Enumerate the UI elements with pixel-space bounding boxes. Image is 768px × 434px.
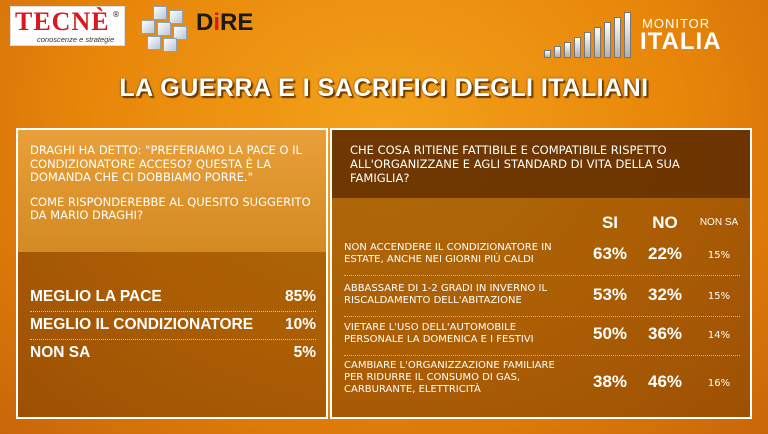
dire-logo-re: RE <box>220 9 254 36</box>
cell-no: 46% <box>647 372 683 391</box>
cell-no: 22% <box>647 244 683 263</box>
answer-value: 85% <box>284 288 316 305</box>
tecne-logo: TECNÈ ® conoscenze e strategie <box>10 6 125 46</box>
right-question-box: CHE COSA RITIENE FATTIBILE E COMPATIBILE… <box>332 130 750 198</box>
tecne-logo-name: TECNÈ <box>15 7 110 36</box>
answer-label: MEGLIO LA PACE <box>30 288 162 305</box>
dire-logo: DiRE <box>196 10 266 46</box>
row-label: CAMBIARE L'ORGANIZZAZIONE FAMILIARE PER … <box>344 360 555 395</box>
cell-non-sa: 15% <box>707 291 731 302</box>
cell-no: 32% <box>647 285 683 304</box>
row-label: NON ACCENDERE IL CONDIZIONATORE IN ESTAT… <box>344 242 552 265</box>
tecne-logo-tagline: conoscenze e strategie <box>37 35 115 44</box>
page-title: LA GUERRA E I SACRIFICI DEGLI ITALIANI <box>119 74 649 102</box>
cell-non-sa: 15% <box>707 250 731 261</box>
table-row: NON ACCENDERE IL CONDIZIONATORE IN ESTAT… <box>332 242 750 282</box>
monitor-italia-logo: MONITOR ITALIA <box>544 8 744 58</box>
answer-label: MEGLIO IL CONDIZIONATORE <box>30 316 254 333</box>
dire-logo-i: i <box>213 9 221 36</box>
left-question-ask: COME RISPONDEREBBE AL QUESITO SUGGERITO … <box>30 194 311 222</box>
table-row: ABBASSARE DI 1-2 GRADI IN INVERNO IL RIS… <box>332 283 750 323</box>
row-label: ABBASSARE DI 1-2 GRADI IN INVERNO IL RIS… <box>344 283 548 306</box>
left-question-quote: DRAGHI HA DETTO: "PREFERIAMO LA PACE O I… <box>30 143 302 184</box>
cell-non-sa: 14% <box>707 330 731 341</box>
left-panel: DRAGHI HA DETTO: "PREFERIAMO LA PACE O I… <box>16 128 328 419</box>
cubes-logo-icon <box>135 4 193 56</box>
right-panel: CHE COSA RITIENE FATTIBILE E COMPATIBILE… <box>330 128 752 419</box>
column-header-non-sa: NON SA <box>699 217 739 228</box>
column-header-no: NO <box>652 213 678 232</box>
row-separator <box>344 275 740 276</box>
table-row: VIETARE L'USO DELL'AUTOMOBILE PERSONALE … <box>332 322 750 362</box>
row-label: VIETARE L'USO DELL'AUTOMOBILE PERSONALE … <box>344 322 534 345</box>
row-separator <box>344 316 740 317</box>
dire-logo-d: D <box>196 9 214 36</box>
cell-si: 63% <box>592 244 628 263</box>
cell-non-sa: 16% <box>707 378 731 389</box>
column-header-si: SI <box>601 213 619 232</box>
answer-label: NON SA <box>30 344 91 361</box>
monitor-label: MONITOR <box>642 16 711 31</box>
answer-value: 10% <box>284 316 316 333</box>
cell-si: 38% <box>592 372 628 391</box>
answer-value: 5% <box>293 344 316 361</box>
cell-si: 50% <box>592 324 628 343</box>
answer-separator <box>30 311 316 312</box>
bars-logo-icon <box>544 12 636 58</box>
row-separator <box>344 355 740 356</box>
left-question-box: DRAGHI HA DETTO: "PREFERIAMO LA PACE O I… <box>18 130 326 252</box>
cell-no: 36% <box>647 324 683 343</box>
cell-si: 53% <box>592 285 628 304</box>
tecne-logo-reg: ® <box>112 10 120 19</box>
header: TECNÈ ® conoscenze e strategie DiRE MONI… <box>0 0 768 64</box>
table-row: CAMBIARE L'ORGANIZZAZIONE FAMILIARE PER … <box>332 360 750 400</box>
answer-separator <box>30 339 316 340</box>
italia-label: ITALIA <box>640 28 722 55</box>
